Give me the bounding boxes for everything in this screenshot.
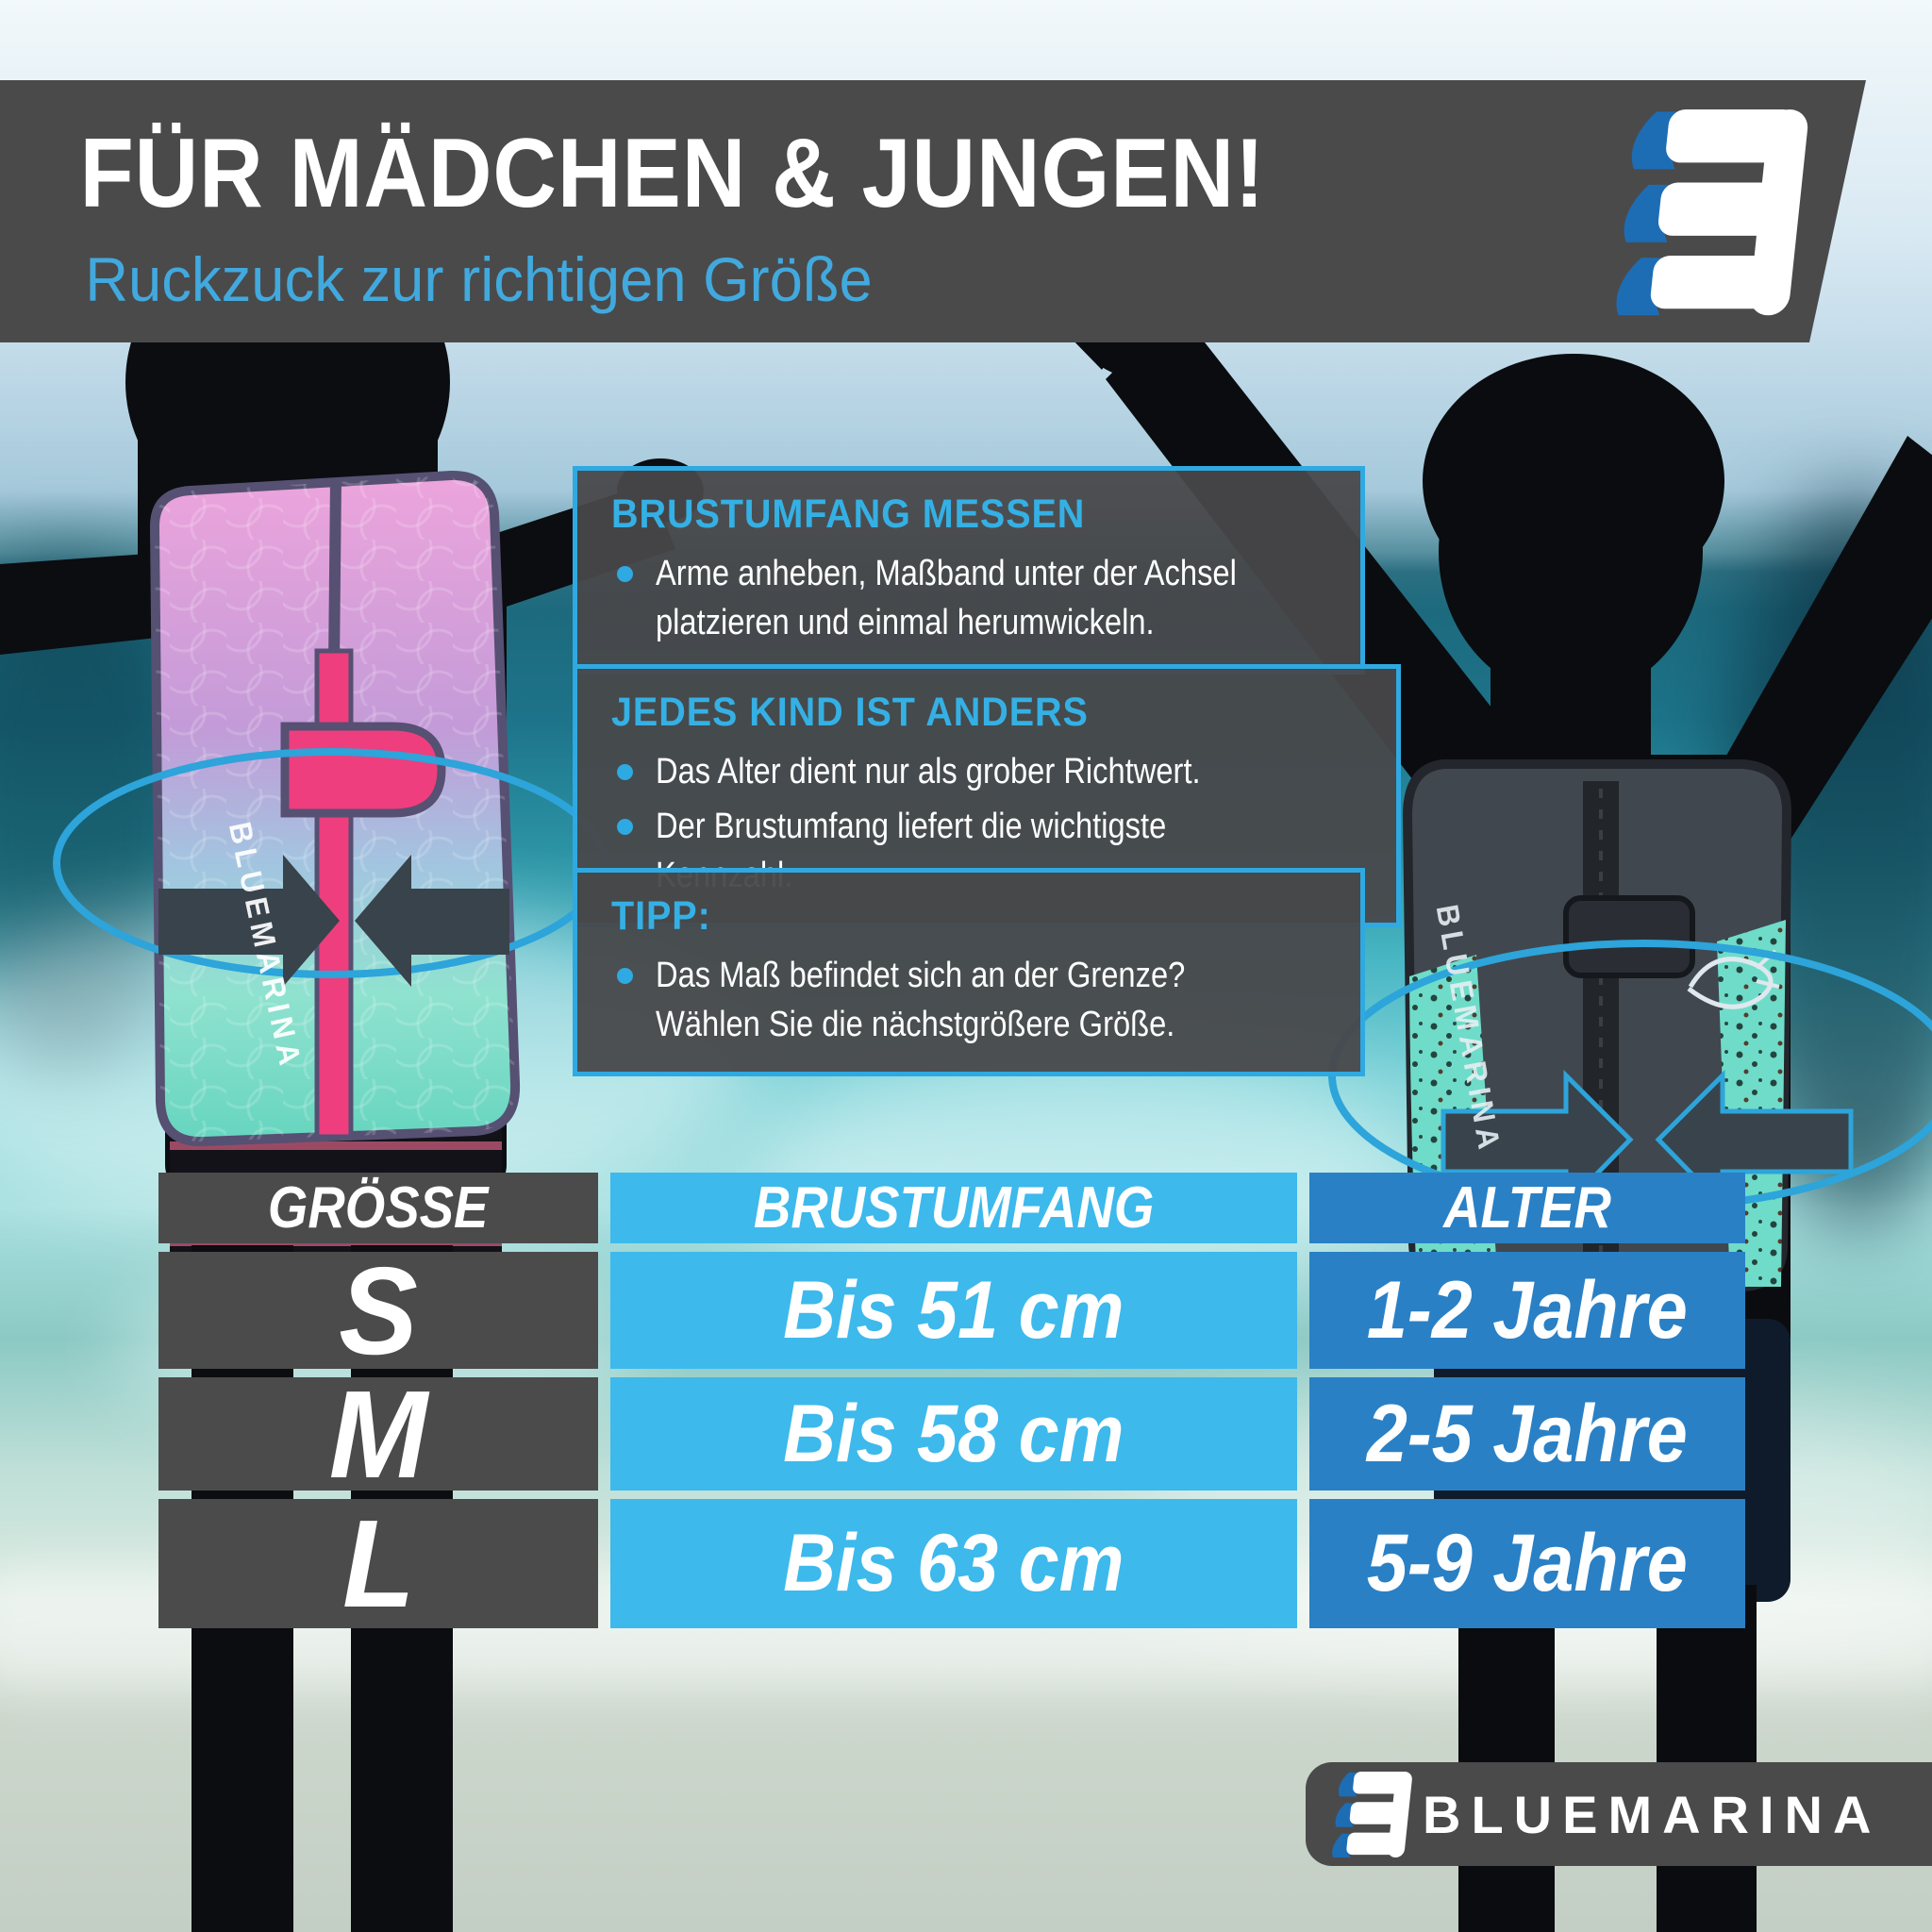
table-cell-chest: Bis 51 cm bbox=[610, 1252, 1297, 1369]
table-cell-size: L bbox=[158, 1494, 598, 1633]
info-box-title: JEDES KIND IST ANDERS bbox=[611, 690, 1089, 735]
size-table: GRÖSSE BRUSTUMFANG ALTER S Bis 51 cm 1-2… bbox=[158, 1173, 1745, 1633]
girl-swim-vest bbox=[149, 470, 521, 1147]
bullet-line: Arme anheben, Maßband unter der Achsel p… bbox=[611, 549, 1332, 647]
column-header-chest: BRUSTUMFANG bbox=[610, 1173, 1297, 1243]
bullet-line: Das Alter dient nur als grober Richtwert… bbox=[611, 747, 1368, 796]
inward-arrow-left bbox=[158, 855, 340, 987]
page-title: FÜR MÄDCHEN & JUNGEN! bbox=[79, 119, 1266, 228]
page-subtitle: Ruckzuck zur richtigen Größe bbox=[85, 244, 873, 314]
brand-logo: BLUEMARINA bbox=[1306, 1762, 1932, 1866]
dot-icon bbox=[617, 819, 633, 835]
bullet-text: Der Brustumfang liefert die wichtigste K… bbox=[656, 807, 1167, 895]
header-banner: FÜR MÄDCHEN & JUNGEN! Ruckzuck zur richt… bbox=[0, 80, 1866, 342]
dot-icon bbox=[617, 968, 633, 984]
dot-icon bbox=[617, 566, 633, 582]
measuring-ellipse-icon bbox=[53, 748, 608, 987]
bluemarina-b-icon bbox=[1332, 1771, 1412, 1858]
bullet-text: Arme anheben, Maßband unter der Achsel p… bbox=[656, 554, 1237, 642]
table-cell-chest: Bis 63 cm bbox=[610, 1499, 1297, 1628]
table-cell-age: 2-5 Jahre bbox=[1309, 1377, 1745, 1491]
dot-icon bbox=[617, 764, 633, 780]
table-cell-age: 1-2 Jahre bbox=[1309, 1252, 1745, 1369]
brand-name: BLUEMARINA bbox=[1423, 1784, 1882, 1844]
bullet-text: Das Maß befindet sich an der Grenze? Wäh… bbox=[656, 956, 1186, 1044]
table-cell-age: 5-9 Jahre bbox=[1309, 1499, 1745, 1628]
table-cell-size: M bbox=[158, 1365, 598, 1504]
inward-arrow-right bbox=[355, 855, 509, 987]
bullet-line: Das Maß befindet sich an der Grenze? Wäh… bbox=[611, 951, 1332, 1049]
table-cell-size: S bbox=[158, 1241, 598, 1380]
bluemarina-logo-icon bbox=[1591, 103, 1813, 320]
info-box-title: TIPP: bbox=[611, 893, 711, 939]
bullet-line: Der Brustumfang liefert die wichtigste K… bbox=[611, 802, 1368, 900]
info-box-tip: TIPP: Das Maß befindet sich an der Grenz… bbox=[573, 868, 1365, 1076]
column-header-size: GRÖSSE bbox=[158, 1173, 598, 1243]
bullet-text: Das Alter dient nur als grober Richtwert… bbox=[656, 752, 1201, 791]
table-cell-chest: Bis 58 cm bbox=[610, 1377, 1297, 1491]
info-box-title: BRUSTUMFANG MESSEN bbox=[611, 491, 1086, 537]
info-box-measure-chest: BRUSTUMFANG MESSEN Arme anheben, Maßband… bbox=[573, 466, 1365, 675]
column-header-age: ALTER bbox=[1309, 1173, 1745, 1243]
